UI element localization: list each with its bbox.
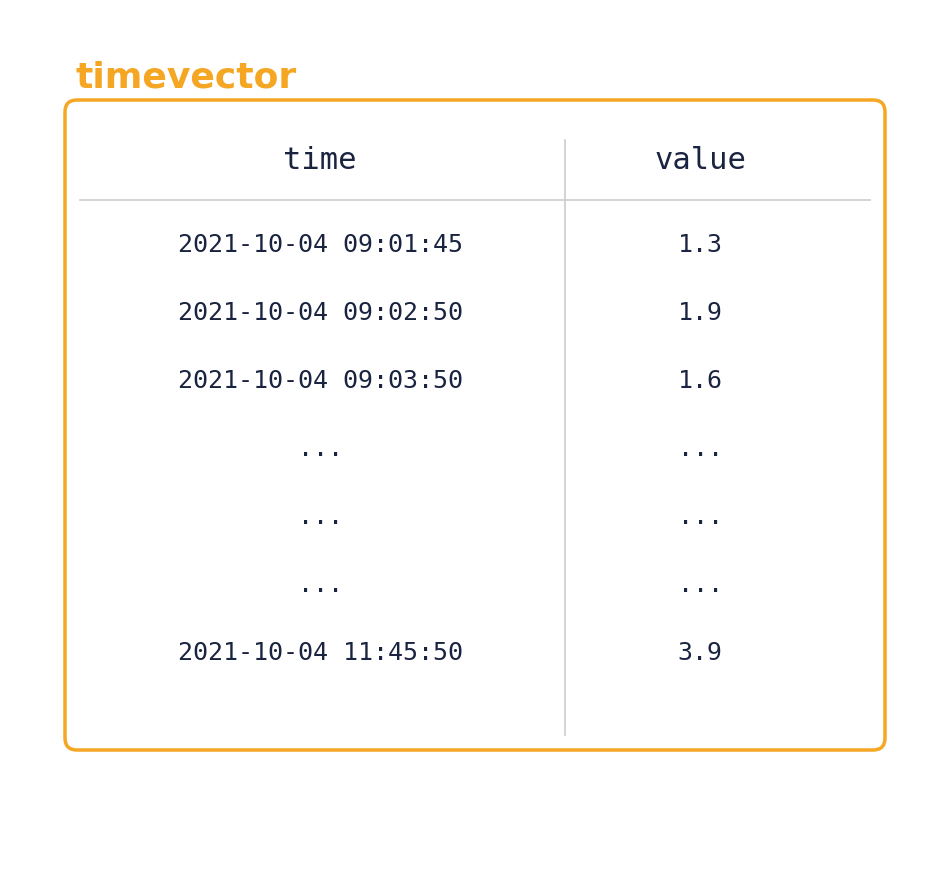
Text: ...: ... bbox=[297, 505, 343, 529]
Text: ...: ... bbox=[297, 573, 343, 597]
Text: 2021-10-04 09:01:45: 2021-10-04 09:01:45 bbox=[178, 233, 463, 257]
Text: 2021-10-04 11:45:50: 2021-10-04 11:45:50 bbox=[178, 641, 463, 665]
Text: 1.3: 1.3 bbox=[677, 233, 723, 257]
Text: ...: ... bbox=[677, 505, 723, 529]
Text: 2021-10-04 09:02:50: 2021-10-04 09:02:50 bbox=[178, 301, 463, 325]
Text: 3.9: 3.9 bbox=[677, 641, 723, 665]
Text: value: value bbox=[654, 145, 746, 174]
Text: ...: ... bbox=[677, 573, 723, 597]
Text: 1.6: 1.6 bbox=[677, 369, 723, 393]
FancyBboxPatch shape bbox=[65, 100, 885, 750]
Text: time: time bbox=[283, 145, 357, 174]
Text: ...: ... bbox=[677, 437, 723, 461]
Text: timevector: timevector bbox=[75, 60, 296, 94]
Text: 2021-10-04 09:03:50: 2021-10-04 09:03:50 bbox=[178, 369, 463, 393]
Text: 1.9: 1.9 bbox=[677, 301, 723, 325]
Text: ...: ... bbox=[297, 437, 343, 461]
